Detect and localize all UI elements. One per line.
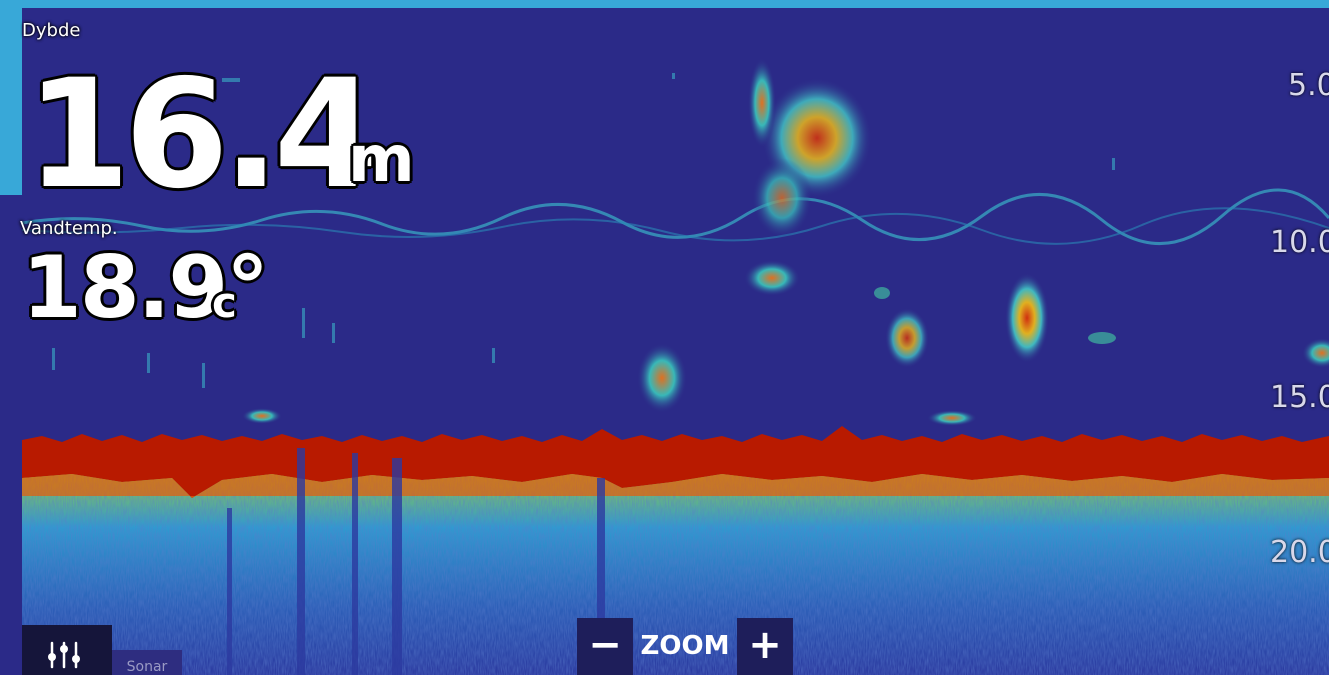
depth-scale-label: 15.0 xyxy=(1270,380,1329,415)
sonar-echo-display[interactable] xyxy=(22,8,1329,675)
zoom-in-button[interactable]: + xyxy=(737,618,793,675)
window-frame-top xyxy=(0,0,1329,8)
sliders-icon xyxy=(48,641,80,669)
tab-sonar[interactable]: Sonar xyxy=(112,650,182,675)
water-temp-unit: c xyxy=(212,278,237,327)
depth-scale-label: 20.0 xyxy=(1270,535,1329,570)
depth-value: 16.4 xyxy=(26,48,378,222)
water-temp-value: 18.9° xyxy=(22,238,269,338)
depth-scale-label: 5.0 xyxy=(1288,68,1329,103)
water-temp-label: Vandtemp. xyxy=(20,218,118,239)
zoom-label: ZOOM xyxy=(640,631,730,661)
depth-label: Dybde xyxy=(22,20,81,41)
window-frame-accent xyxy=(0,0,22,195)
zoom-out-button[interactable]: − xyxy=(577,618,633,675)
zoom-control: − ZOOM + xyxy=(577,618,793,675)
sonar-settings-button[interactable] xyxy=(22,625,112,675)
depth-scale-label: 10.0 xyxy=(1270,225,1329,260)
depth-unit: m xyxy=(348,123,415,197)
